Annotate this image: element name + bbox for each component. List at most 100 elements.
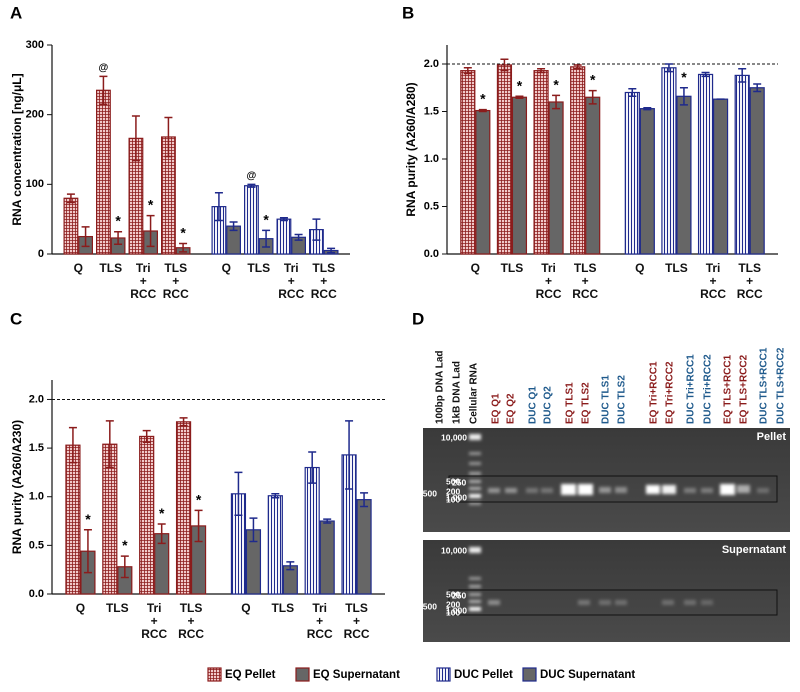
gel-section-label: Supernatant	[722, 544, 787, 556]
bar	[676, 95, 692, 255]
error-bar	[308, 451, 317, 484]
error-bar	[179, 242, 188, 253]
error-bar	[312, 218, 321, 241]
gel-image	[423, 428, 790, 642]
error-bar	[247, 183, 256, 188]
x-tick-label: Q	[241, 601, 251, 615]
lane-label: EQ TLS+RCC2	[739, 354, 750, 424]
bar	[95, 89, 111, 255]
y-axis-label: RNA concentration [ng/μL]	[10, 73, 24, 225]
x-tick-label: TLS	[105, 601, 129, 615]
error-bar	[214, 191, 223, 222]
y-tick-label: 0.0	[424, 248, 439, 260]
error-bar	[643, 106, 652, 111]
bar	[139, 435, 155, 595]
error-bar	[664, 63, 673, 73]
y-tick-label: 0.0	[29, 588, 44, 600]
y-tick-label: 1.0	[29, 491, 44, 503]
error-bar	[679, 87, 688, 106]
y-axis-label: RNA purity (A260/A280)	[404, 82, 418, 216]
error-bar	[537, 68, 546, 74]
significance-marker: @	[99, 62, 109, 73]
box-size-label: 250	[452, 590, 466, 600]
legend-label: DUC Pellet	[454, 669, 513, 681]
bar	[749, 87, 765, 255]
legend-swatch	[295, 667, 310, 682]
legend-label: EQ Supernatant	[313, 669, 400, 681]
error-bar	[99, 75, 108, 105]
bar	[570, 66, 586, 255]
error-bar	[105, 420, 114, 469]
ladder-size-label: 1,000	[446, 605, 468, 615]
y-axis-label: RNA purity (A260/A230)	[10, 420, 24, 554]
x-tick-label: TLS + RCC	[310, 261, 337, 301]
error-bar	[120, 555, 129, 579]
significance-marker: *	[590, 72, 596, 88]
lane-label: DUC Q1	[528, 386, 539, 424]
bar	[304, 466, 320, 595]
error-bar	[552, 94, 561, 110]
lane-label: DUC TLS+RCC1	[759, 347, 770, 424]
bar	[548, 101, 564, 255]
bar	[319, 520, 335, 595]
bar	[65, 444, 81, 595]
x-tick-label: TLS	[247, 261, 271, 275]
lane-label: EQ Q2	[506, 393, 517, 424]
bar	[267, 495, 283, 595]
bar	[585, 96, 601, 255]
panel-label: A	[10, 3, 22, 22]
ladder-size-label: 100	[446, 607, 460, 617]
lane-label: EQ TLS2	[581, 382, 592, 424]
x-tick-label: Tri + RCC	[130, 261, 157, 301]
legend-swatch	[436, 667, 451, 682]
error-bar	[286, 561, 295, 571]
significance-marker: *	[681, 69, 687, 85]
x-tick-label: Q	[221, 261, 231, 275]
lane-label: EQ TLS1	[565, 382, 576, 424]
significance-marker: *	[85, 511, 91, 527]
x-tick-label: Tri + RCC	[535, 261, 562, 301]
error-bar	[327, 247, 336, 254]
legend-label: DUC Supernatant	[540, 669, 635, 681]
bar	[276, 218, 292, 255]
ladder-size-label: 10,000	[441, 432, 467, 442]
y-tick-label: 200	[26, 109, 44, 121]
x-tick-label: TLS + RCC	[572, 261, 599, 301]
bar	[712, 98, 729, 255]
significance-marker: *	[196, 491, 202, 507]
lane-label: EQ Q1	[491, 393, 502, 424]
error-bar	[701, 71, 710, 78]
legend-swatch	[522, 667, 537, 682]
ladder-size-label: 200	[446, 599, 460, 609]
panel-label: B	[402, 3, 414, 22]
box-size-label: 250	[452, 477, 466, 487]
lane-label: DUC Tri+RCC1	[686, 354, 697, 424]
x-tick-label: TLS	[500, 261, 524, 275]
error-bar	[131, 115, 140, 162]
gel-section-label: Pellet	[757, 431, 787, 443]
error-bar	[157, 523, 166, 545]
ladder-size-label: 500	[446, 476, 460, 486]
significance-marker: *	[553, 76, 559, 92]
x-tick-label: TLS + RCC	[343, 601, 370, 641]
lane-label: DUC Q2	[543, 386, 554, 424]
bar	[175, 421, 192, 595]
bar	[63, 197, 79, 255]
x-tick-label: Tri + RCC	[306, 601, 333, 641]
bar	[533, 70, 549, 255]
ladder-size-label: 1,500	[416, 488, 438, 498]
bar	[496, 64, 513, 255]
x-tick-label: TLS	[99, 261, 123, 275]
error-bar	[142, 429, 151, 444]
error-bar	[81, 226, 90, 248]
lane-label: DUC Tri+RCC2	[703, 354, 714, 424]
bar	[624, 91, 640, 255]
x-tick-label: TLS + RCC	[162, 261, 189, 301]
panel-label: C	[10, 309, 22, 328]
error-bar	[146, 214, 155, 248]
lane-label: 100bp DNA Lad	[435, 350, 446, 424]
bar	[356, 499, 372, 595]
y-tick-label: 100	[26, 178, 44, 190]
x-tick-label: Q	[470, 261, 480, 275]
ladder-size-label: 100	[446, 494, 460, 504]
